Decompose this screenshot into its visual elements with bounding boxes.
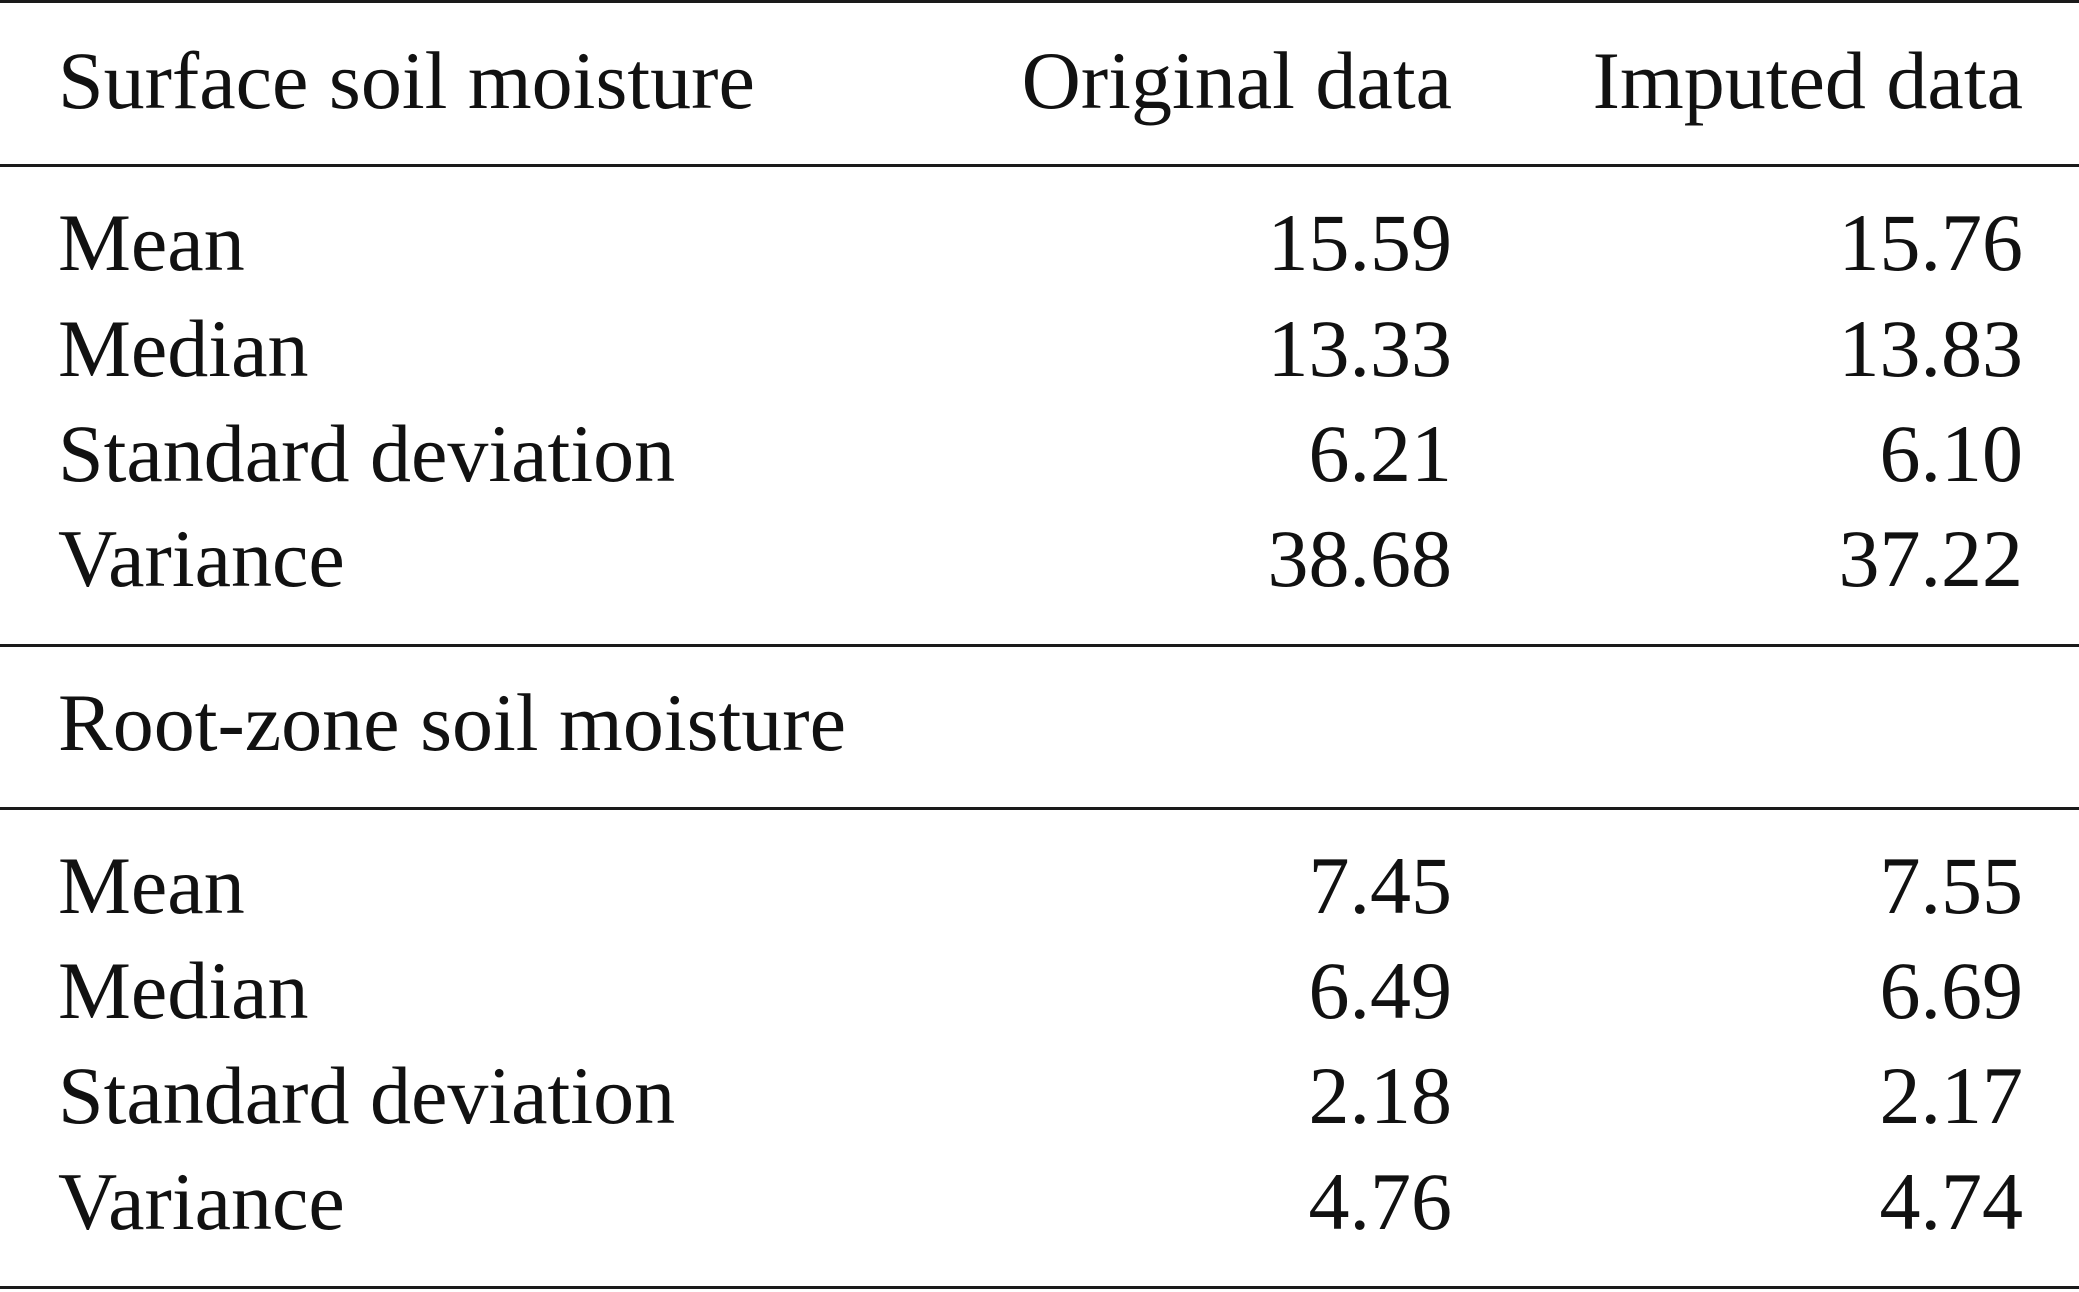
- imputed-value: 15.76: [1838, 197, 2024, 288]
- column-header-original: Original data: [1021, 35, 1452, 126]
- original-value: 38.68: [1267, 513, 1453, 604]
- imputed-value: 6.10: [1879, 408, 2024, 499]
- table-row: Median 13.33 13.83: [0, 296, 2079, 402]
- original-value: 4.76: [1308, 1156, 1453, 1247]
- imputed-value: 6.69: [1879, 945, 2024, 1036]
- header-row: Surface soil moisture Original data Impu…: [0, 28, 2079, 134]
- original-value: 6.49: [1308, 945, 1453, 1036]
- row-label: Mean: [58, 197, 245, 288]
- row-label: Median: [58, 303, 309, 394]
- original-value: 7.45: [1308, 840, 1453, 931]
- section-rule: [0, 807, 2079, 810]
- row-label: Standard deviation: [58, 1050, 676, 1141]
- table-row: Median 6.49 6.69: [0, 938, 2079, 1044]
- table-row: Mean 15.59 15.76: [0, 190, 2079, 296]
- table-row: Standard deviation 2.18 2.17: [0, 1043, 2079, 1149]
- bottom-rule: [0, 1286, 2079, 1289]
- original-value: 13.33: [1267, 303, 1453, 394]
- row-label: Variance: [58, 1156, 345, 1247]
- section-rule: [0, 644, 2079, 647]
- original-value: 6.21: [1308, 408, 1453, 499]
- table-row: Standard deviation 6.21 6.10: [0, 401, 2079, 507]
- original-value: 2.18: [1308, 1050, 1453, 1141]
- column-header-imputed: Imputed data: [1592, 35, 2023, 126]
- imputed-value: 2.17: [1879, 1050, 2024, 1141]
- section-title-rootzone: Root-zone soil moisture: [58, 677, 847, 768]
- table-row: Variance 38.68 37.22: [0, 506, 2079, 612]
- original-value: 15.59: [1267, 197, 1453, 288]
- header-rule: [0, 164, 2079, 167]
- row-label: Standard deviation: [58, 408, 676, 499]
- row-label: Variance: [58, 513, 345, 604]
- imputed-value: 13.83: [1838, 303, 2024, 394]
- imputed-value: 4.74: [1879, 1156, 2024, 1247]
- row-label: Median: [58, 945, 309, 1036]
- row-label: Mean: [58, 840, 245, 931]
- imputed-value: 7.55: [1879, 840, 2024, 931]
- table-row: Variance 4.76 4.74: [0, 1149, 2079, 1255]
- table-row: Mean 7.45 7.55: [0, 833, 2079, 939]
- top-rule: [0, 0, 2079, 3]
- imputed-value: 37.22: [1838, 513, 2024, 604]
- section-header-row: Root-zone soil moisture: [0, 670, 2079, 776]
- section-title-surface: Surface soil moisture: [58, 35, 755, 126]
